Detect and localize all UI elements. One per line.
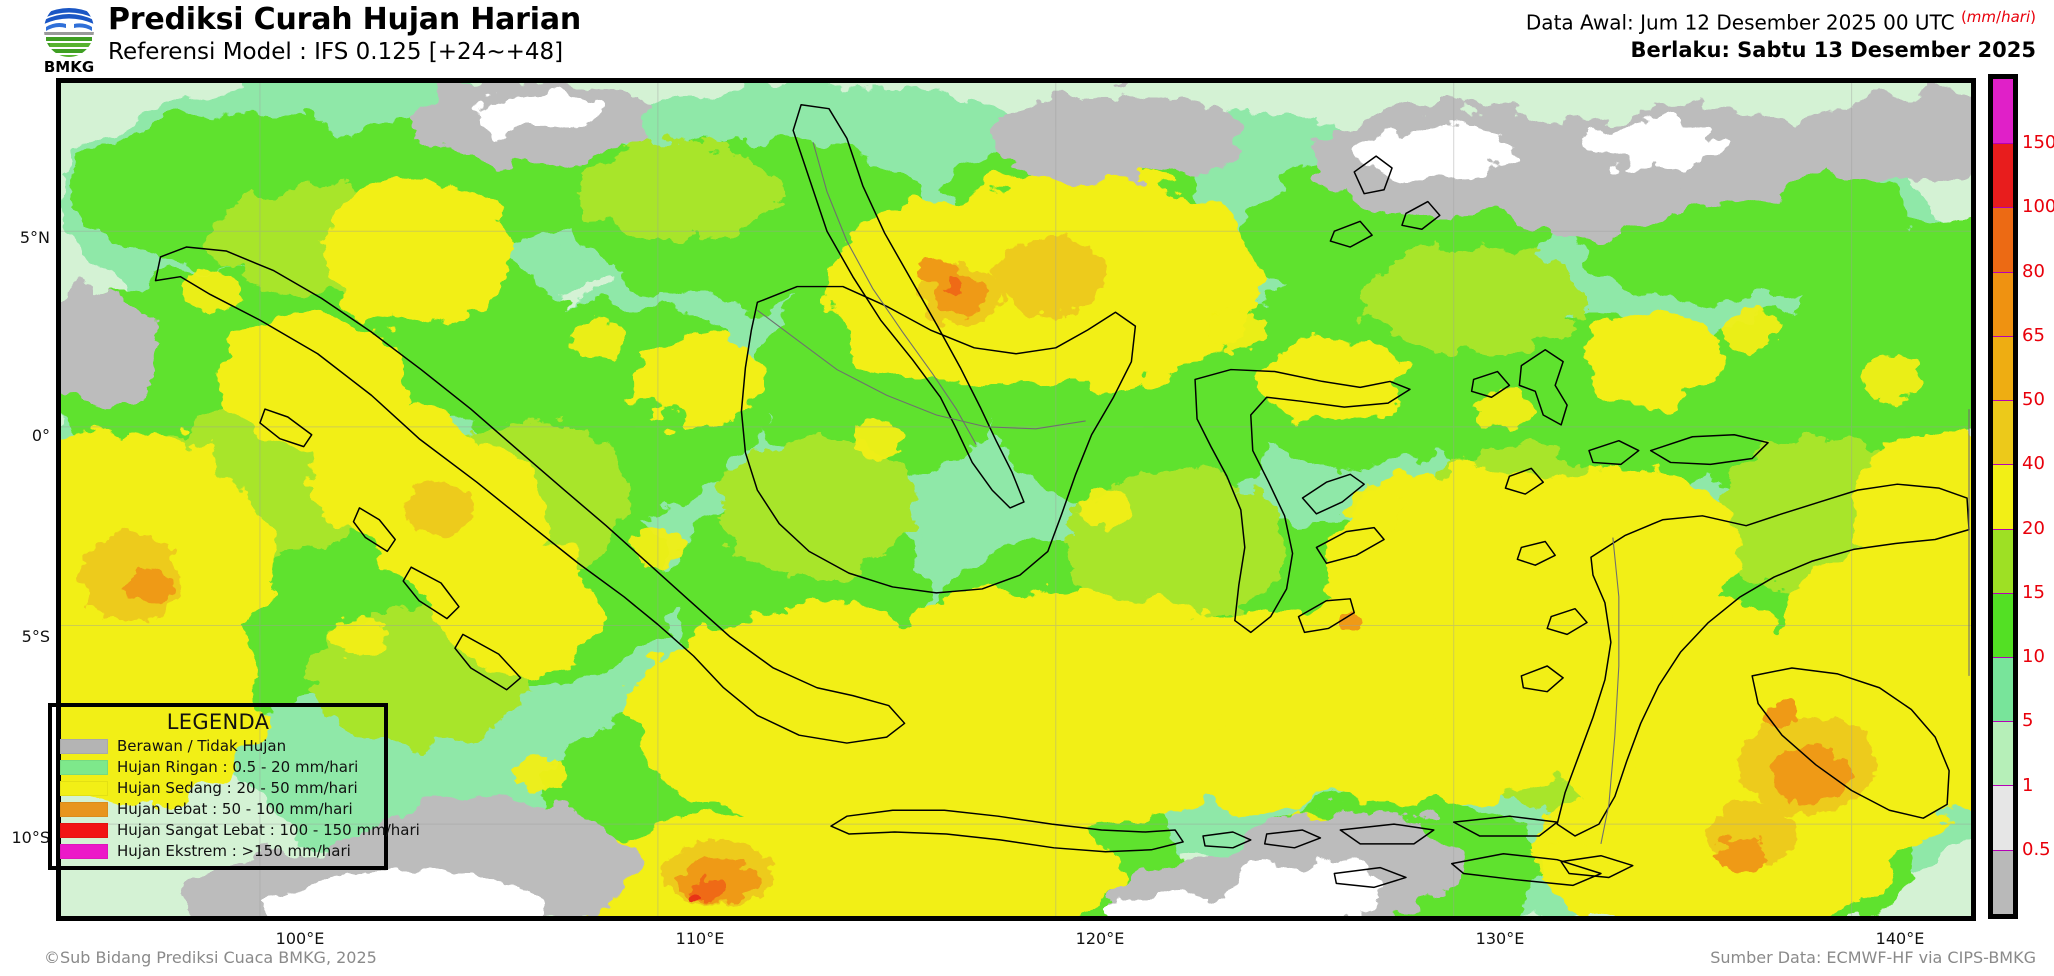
colorbar-band-1: [1993, 721, 2013, 785]
colorbar-band-15: [1993, 529, 2013, 593]
legend-label: Hujan Ekstrem : >150 mm/hari: [117, 844, 351, 859]
svg-text:BMKG: BMKG: [44, 58, 94, 74]
colorbar-band-65: [1993, 272, 2013, 336]
legend-box: LEGENDA Berawan / Tidak Hujan Hujan Ringa…: [48, 703, 388, 870]
data-source-text: Sumber Data: ECMWF-HF via CIPS-BMKG: [1710, 948, 2036, 967]
lat-label: 0°: [2, 426, 50, 445]
colorbar-band-100: [1993, 143, 2013, 207]
legend-label: Hujan Sedang : 20 - 50 mm/hari: [117, 781, 358, 796]
legend-swatch: [60, 760, 108, 775]
colorbar-band-20: [1993, 464, 2013, 528]
lon-label: 140°E: [1855, 929, 1945, 948]
colorbar-band-5: [1993, 657, 2013, 721]
colorbar-tick-150: 150: [2022, 134, 2054, 152]
copyright-text: ©Sub Bidang Prediksi Cuaca BMKG, 2025: [44, 948, 377, 967]
valid-date: Berlaku: Sabtu 13 Desember 2025: [1526, 37, 2036, 63]
legend-item-1: Hujan Ringan : 0.5 - 20 mm/hari: [60, 757, 376, 778]
run-info-block: Data Awal: Jum 12 Desember 2025 00 UTC (…: [1526, 4, 2036, 63]
legend-rows: Berawan / Tidak Hujan Hujan Ringan : 0.5 …: [60, 736, 376, 862]
colorbar-tick-1: 1: [2022, 777, 2033, 795]
colorbar-tick-50: 50: [2022, 391, 2045, 409]
colorbar-band-80: [1993, 207, 2013, 271]
lon-label: 100°E: [255, 929, 345, 948]
colorbar-band-150: [1993, 79, 2013, 143]
unit-label: (mm/hari): [1961, 8, 2036, 26]
legend-item-4: Hujan Sangat Lebat : 100 - 150 mm/hari: [60, 820, 376, 841]
lon-label: 110°E: [655, 929, 745, 948]
colorbar-band-0.5: [1993, 785, 2013, 849]
legend-label: Hujan Ringan : 0.5 - 20 mm/hari: [117, 760, 358, 775]
legend-swatch: [60, 739, 108, 754]
legend-swatch: [60, 802, 108, 817]
lat-label: 5°N: [2, 228, 50, 247]
colorbar-tick-40: 40: [2022, 455, 2045, 473]
colorbar-tick-0.5: 0.5: [2022, 841, 2051, 859]
model-reference: Referensi Model : IFS 0.125 [+24~+48]: [108, 38, 581, 66]
colorbar-band-40: [1993, 400, 2013, 464]
legend-swatch: [60, 781, 108, 796]
colorbar-band-10: [1993, 593, 2013, 657]
lat-label: 10°S: [2, 828, 50, 847]
colorbar-tick-80: 80: [2022, 263, 2045, 281]
legend-title: LEGENDA: [60, 710, 376, 735]
lat-label: 5°S: [2, 627, 50, 646]
colorbar-tick-100: 100: [2022, 198, 2054, 216]
colorbar-tick-5: 5: [2022, 712, 2033, 730]
colorbar-band-0: [1993, 850, 2013, 914]
legend-swatch: [60, 823, 108, 838]
legend-swatch: [60, 844, 108, 859]
title-block: Prediksi Curah Hujan Harian Referensi Mo…: [108, 0, 581, 66]
unit-numerator: mm: [1967, 8, 1996, 26]
lon-label: 120°E: [1055, 929, 1145, 948]
legend-item-3: Hujan Lebat : 50 - 100 mm/hari: [60, 799, 376, 820]
legend-item-0: Berawan / Tidak Hujan: [60, 736, 376, 757]
colorbar-tick-15: 15: [2022, 584, 2045, 602]
colorbar: [1988, 74, 2018, 919]
page-title: Prediksi Curah Hujan Harian: [108, 0, 581, 37]
lon-label: 130°E: [1455, 929, 1545, 948]
colorbar-band-50: [1993, 336, 2013, 400]
colorbar-tick-10: 10: [2022, 648, 2045, 666]
page-header: BMKG Prediksi Curah Hujan Harian Referen…: [0, 0, 2054, 78]
data-awal-line: Data Awal: Jum 12 Desember 2025 00 UTC (…: [1526, 4, 2036, 36]
legend-item-5: Hujan Ekstrem : >150 mm/hari: [60, 841, 376, 862]
legend-label: Hujan Lebat : 50 - 100 mm/hari: [117, 802, 353, 817]
band-100-150: [691, 892, 707, 902]
legend-label: Hujan Sangat Lebat : 100 - 150 mm/hari: [117, 823, 420, 838]
unit-denominator: hari: [2001, 8, 2030, 26]
legend-label: Berawan / Tidak Hujan: [117, 739, 286, 754]
bmkg-logo-icon: BMKG: [38, 2, 100, 74]
colorbar-tick-20: 20: [2022, 520, 2045, 538]
colorbar-tick-65: 65: [2022, 327, 2045, 345]
legend-item-2: Hujan Sedang : 20 - 50 mm/hari: [60, 778, 376, 799]
data-awal-text: Data Awal: Jum 12 Desember 2025 00 UTC: [1526, 11, 1955, 35]
